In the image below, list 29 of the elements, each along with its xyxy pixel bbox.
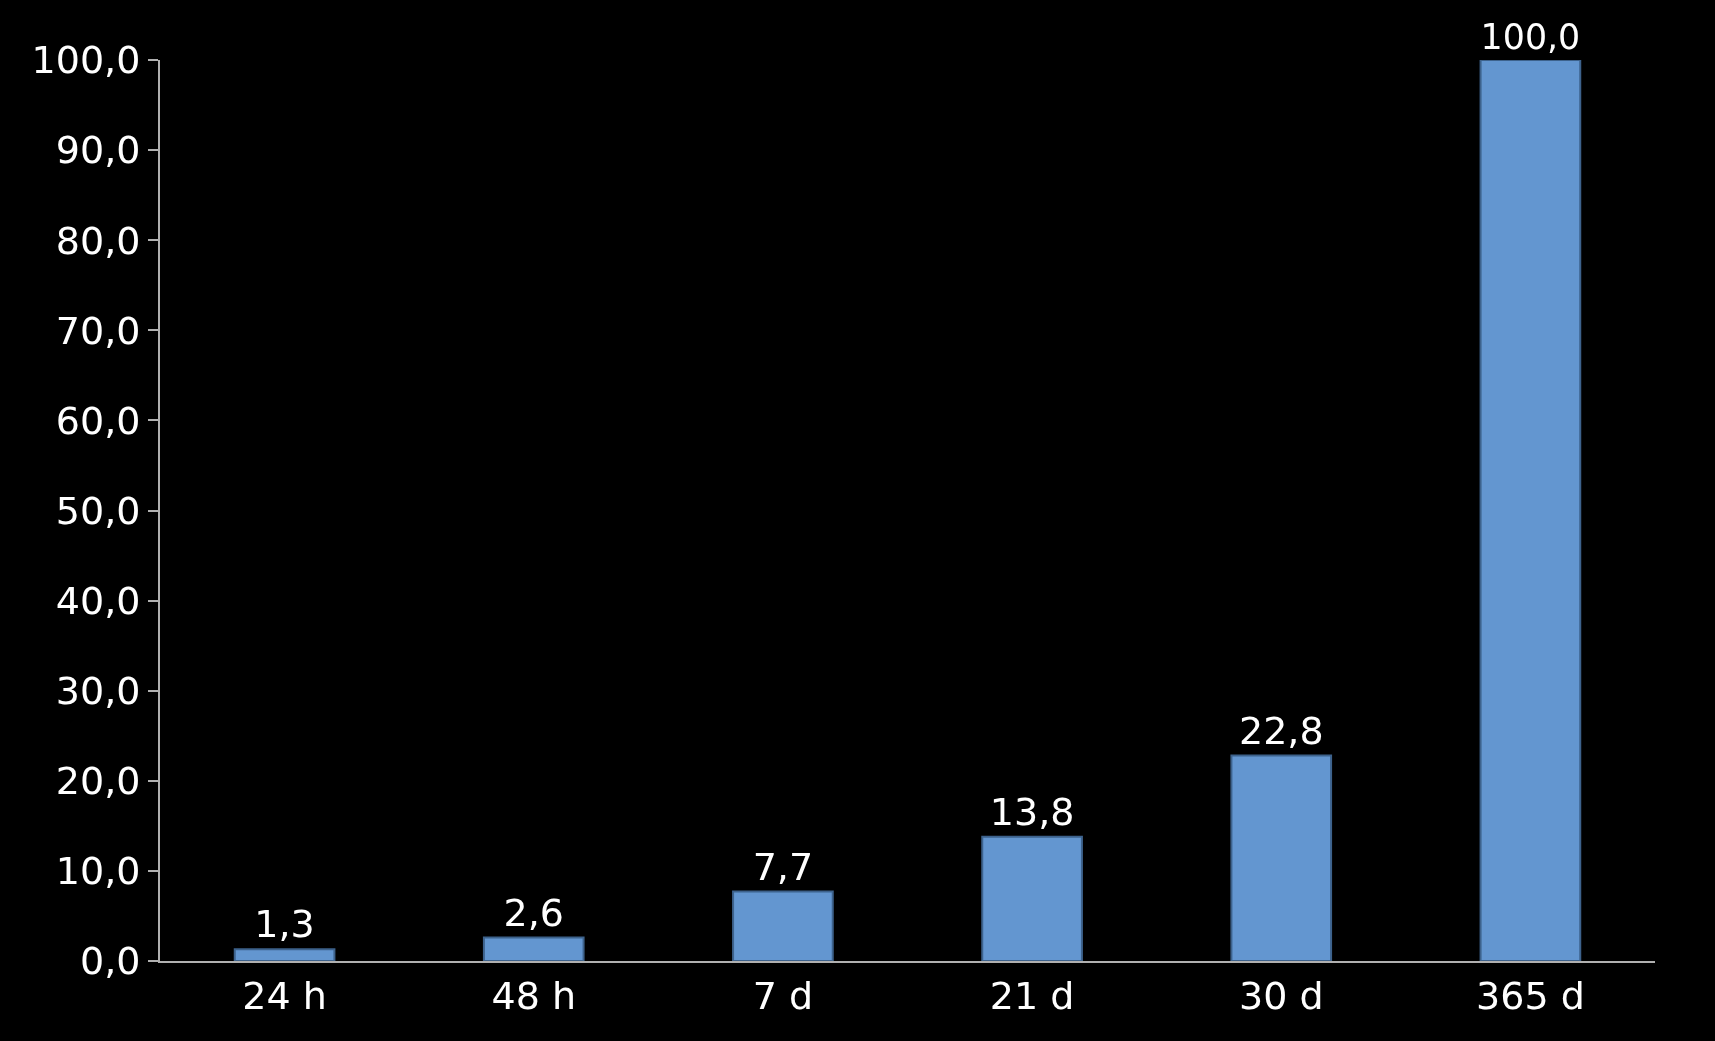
y-tick-label: 0,0 [79,939,141,984]
x-tick-label: 365 d [1476,973,1585,1018]
y-tick-label: 40,0 [55,578,141,623]
data-label: 100,0 [1480,16,1581,57]
data-label: 22,8 [1238,708,1324,753]
data-label: 1,3 [254,902,315,947]
bar [482,936,585,961]
x-tick-label: 21 d [989,973,1075,1018]
y-tick-label: 30,0 [55,669,141,713]
y-tick-label: 100,0 [31,38,141,83]
y-tick-label: 10,0 [55,849,141,894]
bar [1230,754,1333,961]
bar [981,835,1083,961]
x-tick-label: 24 h [242,973,327,1018]
data-label: 13,8 [989,789,1075,834]
data-label: 7,7 [752,844,814,889]
y-tick-label: 50,0 [55,488,141,533]
x-tick-label: 7 d [752,973,814,1018]
bar [1479,60,1582,961]
y-tick-label: 20,0 [55,759,141,804]
x-tick-label: 48 h [491,973,577,1018]
data-label: 2,6 [503,890,564,935]
y-tick-label: 70,0 [55,308,141,353]
y-tick-label: 80,0 [55,218,141,263]
x-tick-label: 30 d [1238,973,1324,1018]
y-tick-label: 60,0 [55,398,141,443]
y-tick-label: 90,0 [55,128,141,173]
bar [233,948,336,961]
bar [732,890,834,961]
